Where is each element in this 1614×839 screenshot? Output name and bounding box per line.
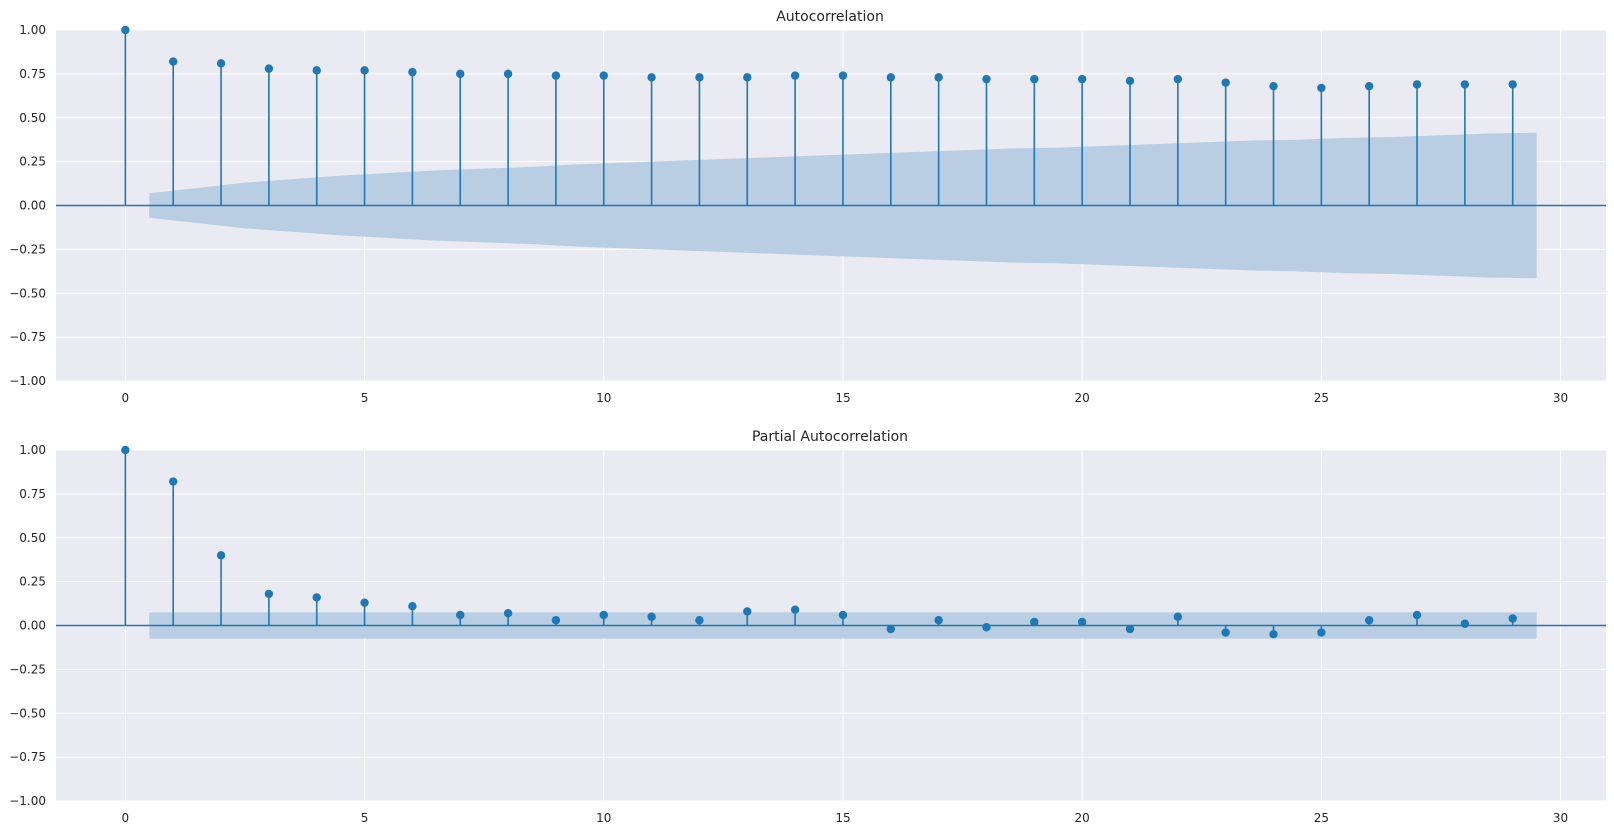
acf-x-tick-label: 20 (1075, 391, 1090, 405)
pacf-point-lag-22 (1173, 612, 1183, 621)
acf-point-lag-14 (790, 71, 800, 80)
acf-point-lag-0 (121, 25, 130, 35)
pacf-point-lag-4 (312, 593, 321, 602)
pacf-point-lag-3 (264, 589, 274, 599)
pacf-y-tick-label: −0.25 (9, 662, 46, 676)
pacf-point-lag-6 (408, 601, 417, 611)
pacf-x-tick-label: 15 (835, 811, 850, 825)
pacf-point-lag-26 (1364, 616, 1374, 625)
acf-point-lag-28 (1460, 80, 1470, 89)
pacf-point-lag-15 (838, 610, 848, 620)
acf-point-lag-15 (838, 71, 848, 80)
pacf-point-lag-10 (599, 610, 608, 620)
pacf-x-tick-label: 25 (1314, 811, 1329, 825)
acf-x-tick-label: 15 (835, 391, 850, 405)
pacf-point-lag-18 (982, 623, 991, 632)
acf-point-lag-25 (1317, 83, 1326, 93)
pacf-point-lag-9 (551, 616, 561, 625)
pacf-point-lag-29 (1508, 614, 1517, 623)
acf-y-tick-label: −0.50 (9, 286, 46, 300)
pacf-chart: 1.00 0.75 0.50 0.25 0.00 −0.25 −0.50 −0.75 −1.00… (9, 429, 1606, 825)
acf-y-tick-label: 1.00 (19, 23, 46, 37)
acf-point-lag-18 (982, 74, 991, 84)
pacf-point-lag-14 (790, 605, 800, 614)
acf-y-tick-label: 0.50 (19, 111, 46, 125)
pacf-point-lag-27 (1412, 610, 1422, 620)
acf-x-tick-label: 0 (122, 391, 130, 405)
pacf-point-lag-13 (743, 607, 752, 616)
acf-point-lag-22 (1173, 74, 1183, 84)
acf-point-lag-9 (551, 71, 561, 80)
pacf-point-lag-20 (1077, 617, 1087, 627)
pacf-y-tick-label: 1.00 (19, 443, 46, 457)
acf-point-lag-19 (1030, 74, 1039, 84)
pacf-x-tick-label: 10 (596, 811, 611, 825)
pacf-point-lag-23 (1221, 628, 1230, 637)
acf-y-tick-label: 0.25 (19, 155, 46, 169)
acf-point-lag-6 (408, 67, 417, 77)
pacf-point-lag-24 (1269, 630, 1278, 639)
pacf-y-tick-label: −1.00 (9, 794, 46, 808)
chart-title-pacf: Partial Autocorrelation (752, 429, 908, 445)
acf-y-tick-label: 0.75 (19, 67, 46, 81)
pacf-point-lag-11 (647, 612, 656, 621)
acf-x-tick-label: 10 (596, 391, 611, 405)
pacf-x-tick-label: 0 (122, 811, 130, 825)
acf-point-lag-17 (934, 73, 943, 82)
acf-point-lag-11 (647, 73, 656, 82)
acf-point-lag-23 (1221, 78, 1230, 87)
acf-x-tick-label: 25 (1314, 391, 1329, 405)
acf-y-tick-label: −1.00 (9, 374, 46, 388)
acf-point-lag-27 (1412, 80, 1422, 89)
pacf-y-tick-label: 0.75 (19, 487, 46, 501)
acf-point-lag-7 (456, 69, 465, 79)
acf-x-tick-label: 5 (361, 391, 369, 405)
acf-point-lag-4 (312, 66, 321, 75)
acf-point-lag-2 (216, 59, 226, 68)
acf-point-lag-26 (1364, 81, 1374, 91)
acf-y-tick-label: −0.75 (9, 330, 46, 344)
acf-point-lag-13 (743, 73, 752, 82)
acf-point-lag-20 (1077, 74, 1087, 84)
pacf-x-tick-label: 5 (361, 811, 369, 825)
pacf-x-tick-label: 20 (1075, 811, 1090, 825)
acf-point-lag-8 (503, 69, 513, 79)
pacf-point-lag-19 (1030, 617, 1039, 627)
pacf-y-tick-label: 0.00 (19, 619, 46, 633)
pacf-point-lag-1 (169, 477, 178, 486)
pacf-point-lag-16 (886, 624, 895, 634)
acf-point-lag-24 (1269, 81, 1278, 91)
chart-title-acf: Autocorrelation (776, 9, 884, 25)
pacf-y-tick-label: 0.50 (19, 531, 46, 545)
pacf-point-lag-0 (121, 445, 130, 455)
acf-point-lag-3 (264, 64, 274, 73)
acf-point-lag-5 (360, 66, 369, 75)
pacf-point-lag-28 (1460, 619, 1470, 628)
pacf-point-lag-25 (1317, 628, 1326, 637)
pacf-point-lag-5 (360, 598, 369, 607)
pacf-y-tick-label: −0.50 (9, 706, 46, 720)
acf-point-lag-29 (1508, 80, 1517, 89)
acf-y-tick-label: 0.00 (19, 199, 46, 213)
acf-point-lag-21 (1125, 76, 1135, 86)
pacf-point-lag-2 (216, 551, 226, 560)
acf-point-lag-12 (695, 73, 704, 82)
acf-chart: 1.00 0.75 0.50 0.25 0.00 −0.25 −0.50 −0.75 −1.00… (9, 9, 1606, 405)
pacf-x-tick-label: 30 (1553, 811, 1568, 825)
pacf-y-tick-label: −0.75 (9, 750, 46, 764)
acf-point-lag-10 (599, 71, 608, 80)
pacf-y-tick-label: 0.25 (19, 575, 46, 589)
pacf-point-lag-7 (456, 610, 465, 620)
pacf-point-lag-17 (934, 616, 943, 625)
pacf-point-lag-8 (503, 609, 513, 618)
acf-y-tick-label: −0.25 (9, 242, 46, 256)
acf-point-lag-16 (886, 73, 895, 82)
acf-x-tick-label: 30 (1553, 391, 1568, 405)
acf-point-lag-1 (169, 57, 178, 66)
pacf-point-lag-12 (695, 616, 704, 625)
pacf-point-lag-21 (1125, 624, 1135, 634)
